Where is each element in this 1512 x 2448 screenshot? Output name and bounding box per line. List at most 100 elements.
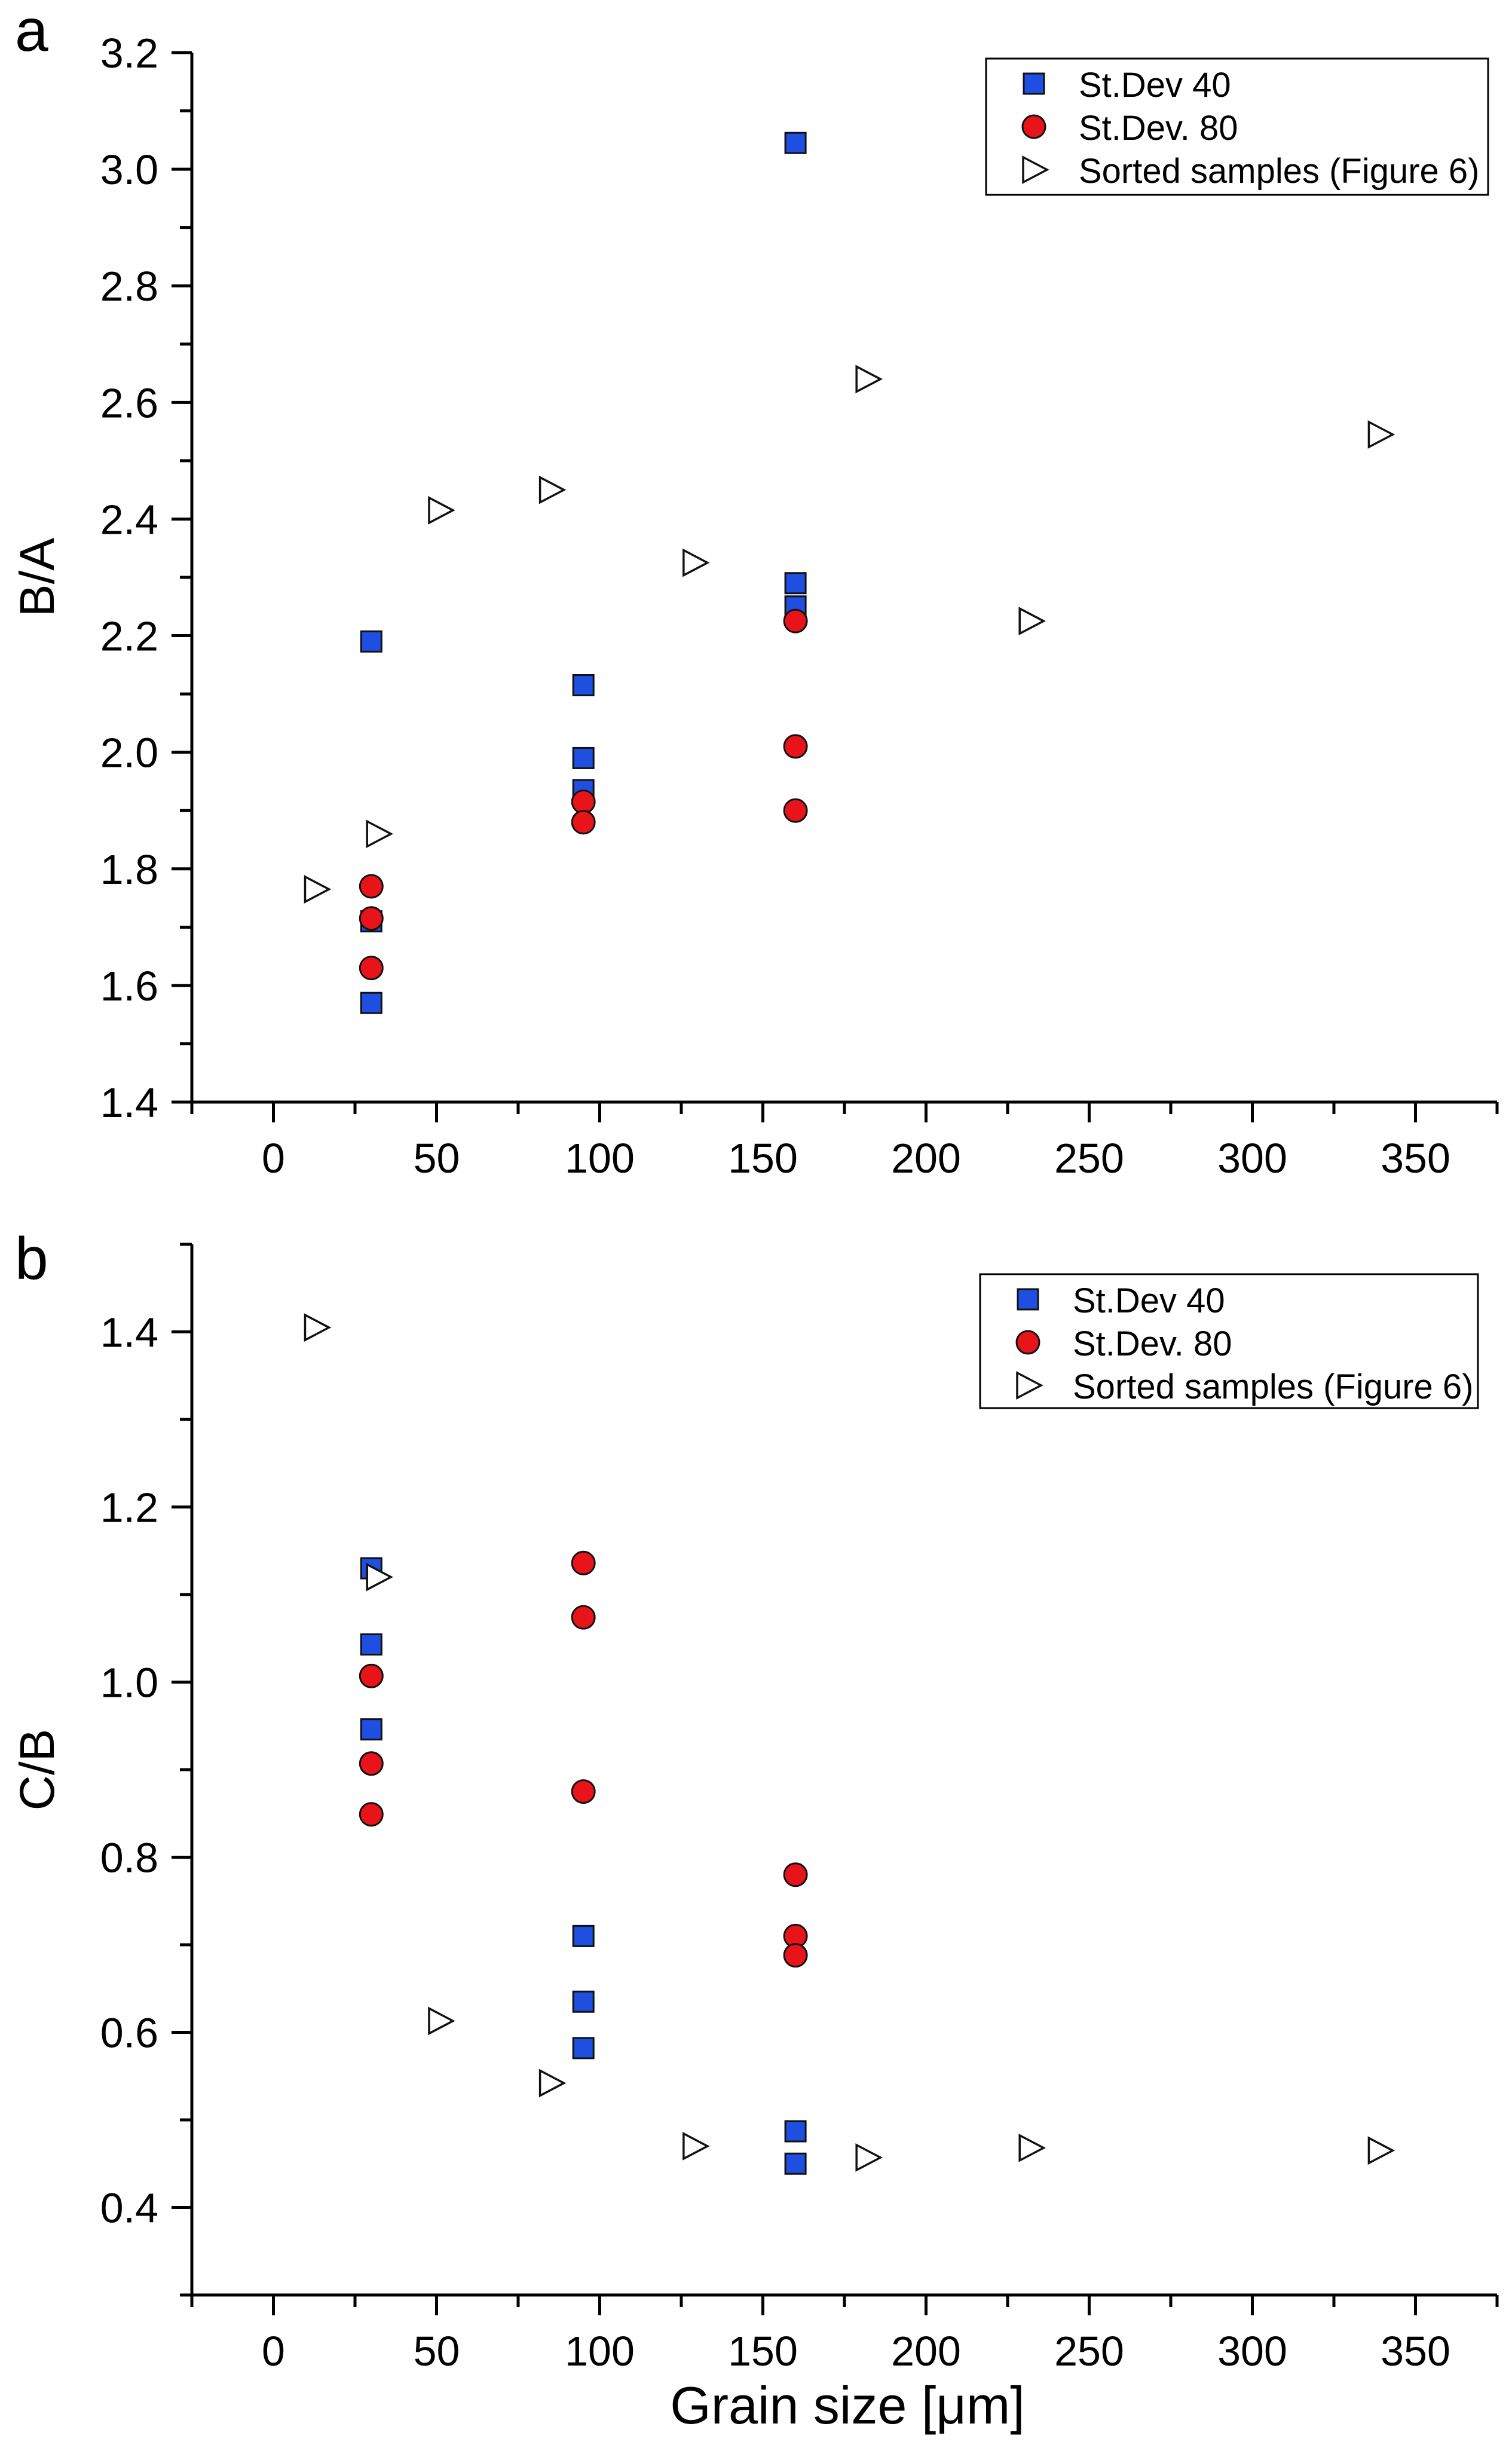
data-point	[783, 1862, 808, 1887]
data-point	[359, 1663, 384, 1688]
legend-marker	[1015, 1330, 1040, 1355]
x-tick-label: 150	[728, 2328, 798, 2374]
data-point	[428, 2006, 455, 2036]
data-point	[359, 1751, 384, 1776]
legend-entry: St.Dev. 80	[1073, 1324, 1232, 1363]
data-point	[572, 674, 595, 696]
x-tick-label: 0	[262, 2328, 285, 2374]
y-axis-label: B/A	[10, 538, 65, 617]
x-tick-label: 200	[891, 1135, 961, 1182]
data-point	[360, 1633, 382, 1656]
x-tick-label: 150	[728, 1135, 798, 1182]
y-tick-label: 2.0	[100, 730, 158, 776]
data-point	[1018, 607, 1046, 636]
legend-entry: St.Dev 40	[1073, 1281, 1225, 1320]
legend-entry: St.Dev. 80	[1079, 109, 1238, 148]
data-point	[366, 819, 393, 849]
legend-marker	[1022, 155, 1049, 184]
data-point	[783, 734, 808, 759]
data-point	[538, 2068, 567, 2098]
legend-entry: Sorted samples (Figure 6)	[1073, 1367, 1473, 1406]
legend-marker	[1023, 72, 1045, 95]
data-point	[359, 874, 384, 899]
y-tick-label: 0.4	[100, 2185, 158, 2232]
data-point	[366, 1562, 393, 1592]
data-point	[855, 365, 883, 394]
y-tick-label: 3.2	[100, 30, 158, 76]
y-tick-label: 1.4	[100, 1309, 158, 1356]
x-tick-label: 100	[565, 1135, 635, 1182]
data-point	[572, 746, 595, 769]
data-point	[783, 1943, 808, 1968]
data-point	[571, 810, 596, 835]
data-point	[784, 572, 807, 595]
data-point	[359, 906, 384, 931]
y-tick-label: 0.6	[100, 2010, 158, 2057]
panel-label: b	[15, 1225, 48, 1292]
data-point	[538, 475, 567, 504]
data-point	[784, 2152, 807, 2175]
y-tick-label: 1.8	[100, 846, 158, 893]
data-point	[571, 1605, 596, 1630]
data-point	[572, 2037, 595, 2060]
y-tick-label: 1.0	[100, 1660, 158, 1706]
x-tick-label: 300	[1217, 1135, 1287, 1182]
data-point	[784, 2120, 807, 2143]
legend-marker	[1021, 114, 1046, 139]
x-tick-label: 100	[565, 2328, 635, 2374]
x-tick-label: 250	[1054, 2328, 1124, 2374]
series-3	[304, 1313, 1395, 2172]
legend-marker	[1017, 1288, 1039, 1311]
data-point	[855, 2143, 883, 2172]
y-tick-label: 2.2	[100, 613, 158, 660]
series-2	[359, 608, 808, 981]
x-tick-label: 350	[1381, 1135, 1450, 1182]
y-tick-label: 0.8	[100, 1835, 158, 1881]
data-point	[360, 1718, 382, 1741]
x-tick-label: 50	[414, 1135, 460, 1182]
x-tick-label: 300	[1217, 2328, 1287, 2374]
data-point	[572, 1924, 595, 1947]
x-tick-label: 50	[414, 2328, 460, 2374]
x-axis-label: Grain size [μm]	[670, 2376, 1024, 2435]
legend: St.Dev 40 St.Dev. 80 Sorted samples (Figur…	[985, 57, 1489, 196]
y-tick-label: 2.6	[100, 380, 158, 426]
panel-b: b 0 50 100 150 200 250 300 350 0.4 0.6 0.8 1.0 1.2 1.4…	[10, 1225, 1499, 2435]
x-tick-label: 200	[891, 2328, 961, 2374]
y-tick-label: 2.4	[100, 496, 158, 543]
series-3	[304, 365, 1395, 904]
data-point	[784, 131, 807, 154]
legend-entry: St.Dev 40	[1079, 66, 1231, 105]
y-axis-label: C/B	[10, 1729, 65, 1811]
x-tick-label: 250	[1054, 1135, 1124, 1182]
panel-a: a 0 50 100 150 200 250 300 350 1.4 1.6 1.8 2.0 2.2 2.4…	[10, 0, 1499, 1182]
series-2	[359, 1550, 808, 1968]
x-tick-label: 0	[262, 1135, 285, 1182]
y-tick-label: 2.8	[100, 263, 158, 310]
y-tick-label: 3.0	[100, 146, 158, 193]
data-point	[1367, 420, 1395, 449]
legend-entry: Sorted samples (Figure 6)	[1079, 152, 1479, 191]
data-point	[428, 495, 455, 525]
legend-box	[985, 57, 1489, 196]
data-point	[783, 608, 808, 634]
series-1	[360, 1557, 807, 2175]
data-point	[682, 548, 710, 577]
legend: St.Dev 40 St.Dev. 80 Sorted samples (Figur…	[979, 1273, 1479, 1409]
data-point	[359, 956, 384, 981]
data-point	[571, 1779, 596, 1804]
y-tick-label: 1.6	[100, 963, 158, 1009]
data-point	[360, 992, 382, 1014]
data-point	[360, 630, 382, 653]
y-tick-label: 1.2	[100, 1485, 158, 1531]
data-point	[1018, 2133, 1046, 2162]
data-point	[682, 2132, 710, 2161]
panel-label: a	[15, 0, 48, 64]
data-point	[1367, 2136, 1395, 2165]
data-point	[572, 1990, 595, 2013]
data-point	[304, 875, 332, 904]
legend-marker	[1016, 1371, 1043, 1400]
data-point	[783, 798, 808, 823]
